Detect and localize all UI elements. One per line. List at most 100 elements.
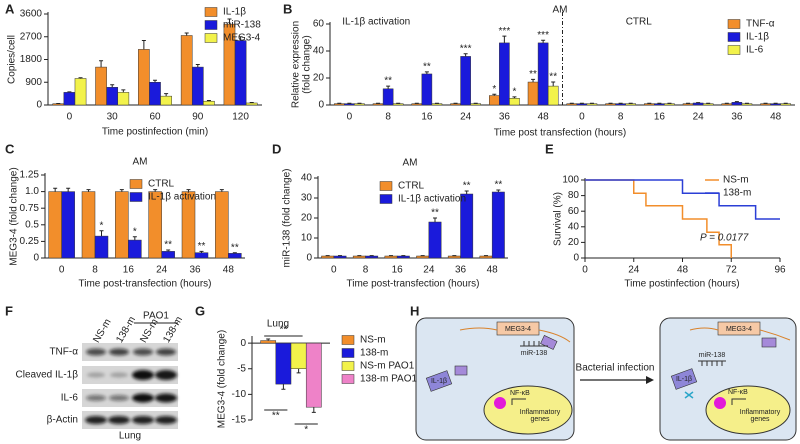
legend-label: IL-1β activation — [398, 194, 466, 205]
y-tick-label: 10 — [301, 233, 313, 244]
error-bar — [53, 187, 58, 192]
error-bar — [464, 190, 469, 194]
x-tick-label: 48 — [677, 265, 689, 276]
significance-label: ** — [423, 62, 431, 73]
legend-label: miR-138 — [223, 20, 261, 31]
blot-strips — [82, 343, 178, 429]
bar — [94, 235, 109, 259]
x-axis-label: Time post transfection (hours) — [494, 128, 626, 139]
legend-label: TNF-α — [746, 19, 775, 30]
error-bar — [551, 81, 556, 87]
chart-title: AM — [403, 158, 418, 169]
y-tick-label: 0 — [573, 253, 579, 264]
y-tick-label: 40 — [301, 173, 313, 184]
legend-label: MEG3-4 — [223, 33, 261, 44]
p-value: P = 0.0177 — [700, 233, 749, 244]
bar — [344, 103, 355, 106]
panel-letter: E — [545, 141, 554, 156]
y-tick-label: -15 — [232, 415, 247, 426]
bar — [450, 103, 461, 106]
error-bar — [502, 35, 507, 43]
factor-label: NF-κB — [728, 389, 748, 396]
x-tick-label: 72 — [726, 265, 738, 276]
x-tick-label: 8 — [92, 265, 98, 276]
error-bar — [219, 189, 224, 192]
bar — [128, 239, 142, 259]
significance-label: * — [133, 226, 137, 237]
error-bar — [531, 78, 536, 83]
bar — [191, 66, 204, 106]
x-tick-label: 24 — [156, 265, 168, 276]
bar — [509, 98, 520, 106]
y-tick-label: 0 — [240, 338, 246, 349]
bar — [275, 342, 292, 385]
error-bar — [541, 39, 546, 43]
error-bar — [463, 53, 468, 57]
error-bar — [186, 189, 191, 192]
significance-label: * — [512, 87, 516, 98]
bar — [117, 92, 130, 106]
x-tick-label: 16 — [654, 112, 666, 123]
bar — [654, 103, 665, 106]
y-tick-label: 80 — [568, 190, 580, 201]
bar — [95, 66, 107, 106]
x-tick-label: 96 — [774, 265, 786, 276]
x-tick-label: 120 — [232, 112, 249, 123]
x-tick-label: 0 — [331, 265, 337, 276]
legend-label: IL-1β — [223, 7, 246, 18]
bar — [702, 103, 714, 106]
x-tick-label: 0 — [347, 112, 353, 123]
x-tick-label: 0 — [582, 265, 588, 276]
mirna-label: miR-138 — [521, 350, 548, 357]
x-tick-label: 24 — [628, 265, 640, 276]
x-tick-label: 48 — [770, 112, 782, 123]
y-tick-label: 900 — [25, 77, 42, 88]
group-label: IL-1β activation — [342, 17, 410, 28]
bar — [682, 103, 694, 106]
treatment-label: PAO1 — [143, 311, 169, 322]
genes-label: genes — [530, 416, 550, 423]
bar — [161, 251, 175, 259]
bar — [61, 191, 75, 259]
y-axis-label: Copies/cell — [7, 35, 18, 84]
y-axis-label: (fold change) — [302, 35, 313, 93]
error-bar — [311, 407, 316, 413]
legend-label: IL-1β activation — [148, 192, 216, 203]
bar — [354, 103, 365, 106]
legend-swatch — [379, 194, 393, 204]
panel-letter: F — [5, 303, 13, 318]
bar — [138, 49, 150, 106]
legend-label: 138-m PAO1 — [360, 374, 417, 385]
x-tick-label: 24 — [693, 112, 705, 123]
y-axis-label: MEG3-4 (fold change) — [217, 330, 228, 428]
error-bar — [153, 79, 157, 83]
legend-swatch — [727, 32, 741, 42]
y-axis-label: MEG3-4 (fold change) — [9, 167, 20, 265]
legend-swatch — [727, 19, 741, 29]
bar — [160, 95, 172, 106]
legend-swatch — [129, 192, 143, 202]
y-tick-label: 0.25 — [20, 236, 40, 247]
error-bar — [153, 189, 158, 192]
significance-label: *** — [537, 30, 549, 41]
bar — [499, 42, 510, 106]
legend-swatch — [204, 20, 218, 30]
x-tick-label: 48 — [538, 112, 550, 123]
error-bar — [296, 368, 301, 374]
bar — [396, 255, 410, 259]
y-tick-label: 40 — [568, 221, 580, 232]
legend-swatch — [341, 335, 355, 345]
y-tick-label: 2700 — [20, 31, 43, 42]
x-tick-label: 36 — [189, 265, 201, 276]
bar — [352, 255, 366, 259]
bar — [692, 102, 704, 106]
bar — [721, 103, 733, 106]
x-axis-label: Time postinfection (hours) — [624, 279, 739, 290]
y-tick-label: 20 — [301, 213, 313, 224]
lncrna-label: MEG3-4 — [505, 326, 531, 333]
error-bar — [195, 64, 200, 68]
genes-label: Inflammatory — [740, 409, 781, 416]
x-tick-label: 48 — [487, 265, 499, 276]
error-bar — [99, 60, 104, 68]
